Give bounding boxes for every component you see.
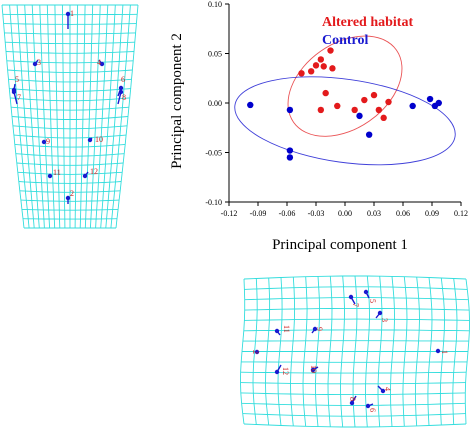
x-tick-label-3: -0.03 [308, 209, 325, 218]
legend-control: Control [322, 33, 369, 48]
x-tick-label-7: 0.09 [425, 209, 439, 218]
bottom-landmark-2 [378, 311, 382, 315]
left-landmark-label-2: 3 [37, 58, 41, 67]
x-tick-label-4: 0.00 [338, 209, 352, 218]
bottom-landmark-label-6: 7 [351, 303, 360, 307]
control-point-7 [427, 96, 433, 102]
left-grid-col-line-3 [25, 5, 40, 228]
altered-point-5 [298, 70, 304, 76]
altered-point-4 [329, 65, 335, 71]
bottom-landmark-label-4: 5 [368, 299, 377, 303]
altered-point-12 [376, 107, 382, 113]
left-grid-col-line-15 [101, 5, 116, 228]
left-landmark-label-11: 12 [90, 167, 98, 176]
pca-scatter-plot: -0.12 -0.09 -0.06 -0.03 0.00 0.03 0.06 0.09 0.12… [169, 0, 468, 253]
x-tick-label-0: -0.12 [221, 209, 238, 218]
bottom-landmark-label-11: 12 [281, 367, 290, 375]
control-point-6 [409, 103, 415, 109]
left-landmark-6 [12, 90, 16, 94]
left-landmark-11 [83, 174, 87, 178]
left-grid-col-line-8 [62, 5, 65, 228]
bottom-landmark-label-8: 9 [315, 327, 324, 331]
left-landmark-label-8: 9 [46, 137, 50, 146]
bottom-landmark-4 [364, 290, 368, 294]
left-landmark-label-4: 5 [15, 75, 19, 84]
altered-point-8 [318, 107, 324, 113]
left-landmark-label-0: 1 [70, 9, 74, 18]
altered-point-15 [351, 107, 357, 113]
x-tick-label-6: 0.06 [396, 209, 410, 218]
altered-point-14 [380, 115, 386, 121]
left-grid-col-line-4 [32, 5, 44, 228]
control-point-2 [287, 147, 293, 153]
left-grid-col-line-14 [96, 5, 108, 228]
left-landmark-9 [88, 138, 92, 142]
bottom-landmark-label-1: 2 [251, 350, 260, 354]
bottom-landmark-label-2: 3 [380, 318, 389, 322]
y-tick-labels: -0.10 -0.05 0.00 0.05 0.10 [205, 0, 222, 207]
bottom-landmark-label-10: 11 [282, 325, 291, 333]
control-point-4 [356, 113, 362, 119]
left-landmark-label-7: 8 [122, 93, 126, 102]
x-tick-labels: -0.12 -0.09 -0.06 -0.03 0.00 0.03 0.06 0.09 0.12 [221, 209, 468, 218]
legend-altered-habitat: Altered habitat [322, 15, 413, 30]
bottom-landmark-label-9: 10 [309, 365, 318, 373]
x-tick-label-2: -0.06 [279, 209, 296, 218]
bottom-landmark-0 [436, 349, 440, 353]
x-axis-label: Principal component 1 [272, 237, 408, 253]
left-landmark-label-3: 4 [97, 58, 101, 67]
bottom-landmark-label-5: 6 [368, 408, 377, 412]
control-point-0 [247, 102, 253, 108]
x-tick-label-5: 0.03 [367, 209, 381, 218]
data-points [247, 47, 442, 160]
ellipse-1 [229, 64, 461, 177]
left-grid-col-line-11 [80, 5, 85, 228]
y-tick-label-0: -0.10 [205, 198, 222, 207]
bottom-landmark-11 [275, 370, 279, 374]
left-grid-col-line-6 [47, 5, 54, 228]
altered-point-1 [318, 56, 324, 62]
left-landmark-label-10: 11 [53, 168, 61, 177]
bottom-landmark-label-0: 1 [440, 350, 449, 354]
y-axis-label: Principal component 2 [169, 33, 185, 169]
bottom-landmark-label-3: 4 [383, 387, 392, 391]
bottom-landmark-7 [350, 401, 354, 405]
y-tick-label-2: 0.00 [208, 99, 222, 108]
bottom-landmark-6 [349, 295, 353, 299]
altered-point-11 [371, 92, 377, 98]
bottom-deformation-grid [241, 276, 470, 427]
altered-point-13 [385, 99, 391, 105]
left-grid-col-line-7 [55, 5, 60, 228]
control-point-3 [287, 154, 293, 160]
left-grid-col-line-12 [85, 5, 92, 228]
y-tick-label-4: 0.10 [208, 0, 222, 9]
altered-point-7 [322, 90, 328, 96]
left-landmark-label-5: 6 [121, 75, 125, 84]
left-grid-col-line-10 [75, 5, 78, 228]
altered-point-6 [308, 68, 314, 74]
left-landmark-5 [119, 86, 123, 90]
altered-point-3 [321, 63, 327, 69]
left-landmark-label-6: 7 [17, 93, 21, 102]
altered-point-0 [327, 47, 333, 53]
left-landmark-label-9: 10 [95, 135, 103, 144]
control-point-1 [287, 107, 293, 113]
altered-point-10 [361, 97, 367, 103]
control-point-9 [436, 100, 442, 106]
y-tick-label-1: -0.05 [205, 149, 222, 158]
y-tick-label-3: 0.05 [208, 50, 222, 59]
altered-point-2 [313, 62, 319, 68]
x-tick-label-8: 0.12 [454, 209, 468, 218]
left-landmark-10 [48, 174, 52, 178]
bottom-landmark-10 [275, 329, 279, 333]
control-point-5 [366, 131, 372, 137]
left-landmark-label-1: 2 [70, 189, 74, 198]
x-tick-label-1: -0.09 [250, 209, 267, 218]
altered-point-9 [334, 103, 340, 109]
bottom-landmark-label-7: 8 [348, 397, 357, 401]
